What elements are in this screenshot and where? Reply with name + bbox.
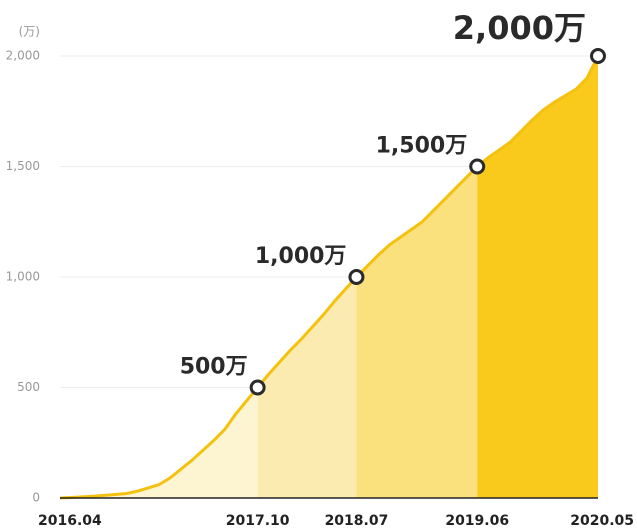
milestone-marker: [590, 48, 606, 64]
milestone-label: 2,000万: [453, 9, 586, 47]
area-band: [257, 277, 357, 498]
x-tick-label: 2018.07: [325, 513, 389, 529]
milestone-label: 500万: [180, 355, 248, 380]
y-tick-label: 2,000: [6, 49, 40, 63]
y-tick-label: 0: [32, 491, 40, 505]
x-tick-label: 2019.06: [445, 513, 509, 529]
y-tick-label: 1,500: [6, 159, 40, 173]
milestone-marker: [249, 379, 266, 396]
milestone-label: 1,500万: [376, 134, 468, 159]
area-band: [60, 387, 258, 498]
line: [59, 55, 600, 500]
milestone-marker: [348, 269, 365, 285]
y-unit-label: (万): [19, 25, 40, 39]
x-tick-label: 2016.04: [38, 513, 102, 529]
y-tick-label: 1,000: [6, 270, 40, 284]
x-tick-label: 2020.05: [570, 513, 634, 529]
y-tick-label: 500: [17, 380, 40, 394]
milestone-marker: [469, 158, 486, 175]
area-band: [477, 56, 598, 498]
milestone-label: 1,000万: [255, 244, 347, 269]
area-band: [356, 166, 478, 498]
x-tick-label: 2017.10: [226, 513, 290, 529]
